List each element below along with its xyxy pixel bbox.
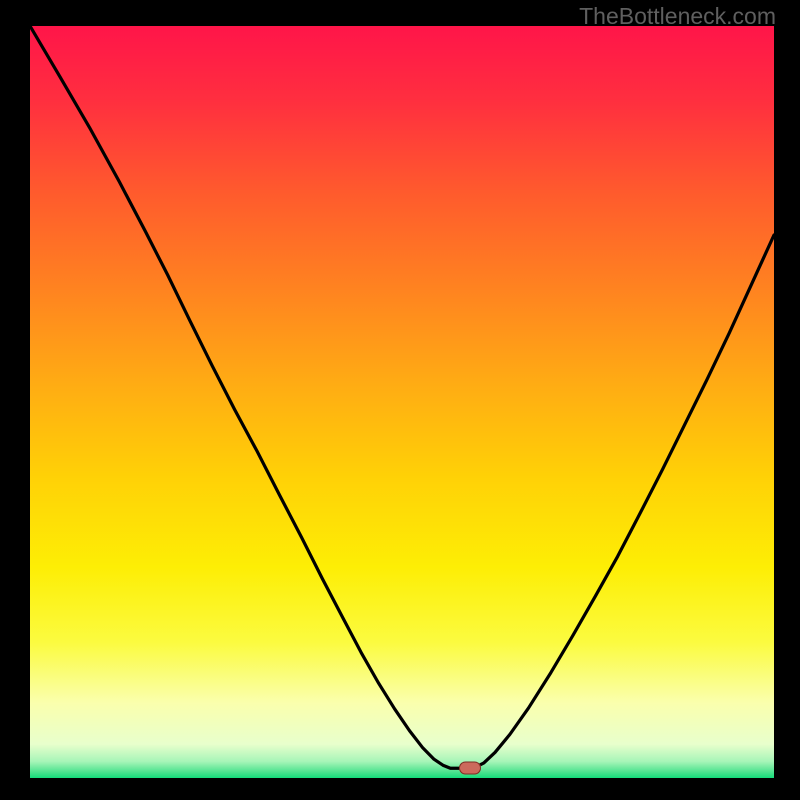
plot-area	[30, 26, 774, 778]
curve-layer	[30, 26, 774, 778]
chart-container: TheBottleneck.com	[0, 0, 800, 800]
minimum-marker	[459, 762, 481, 775]
watermark-text: TheBottleneck.com	[579, 3, 776, 30]
